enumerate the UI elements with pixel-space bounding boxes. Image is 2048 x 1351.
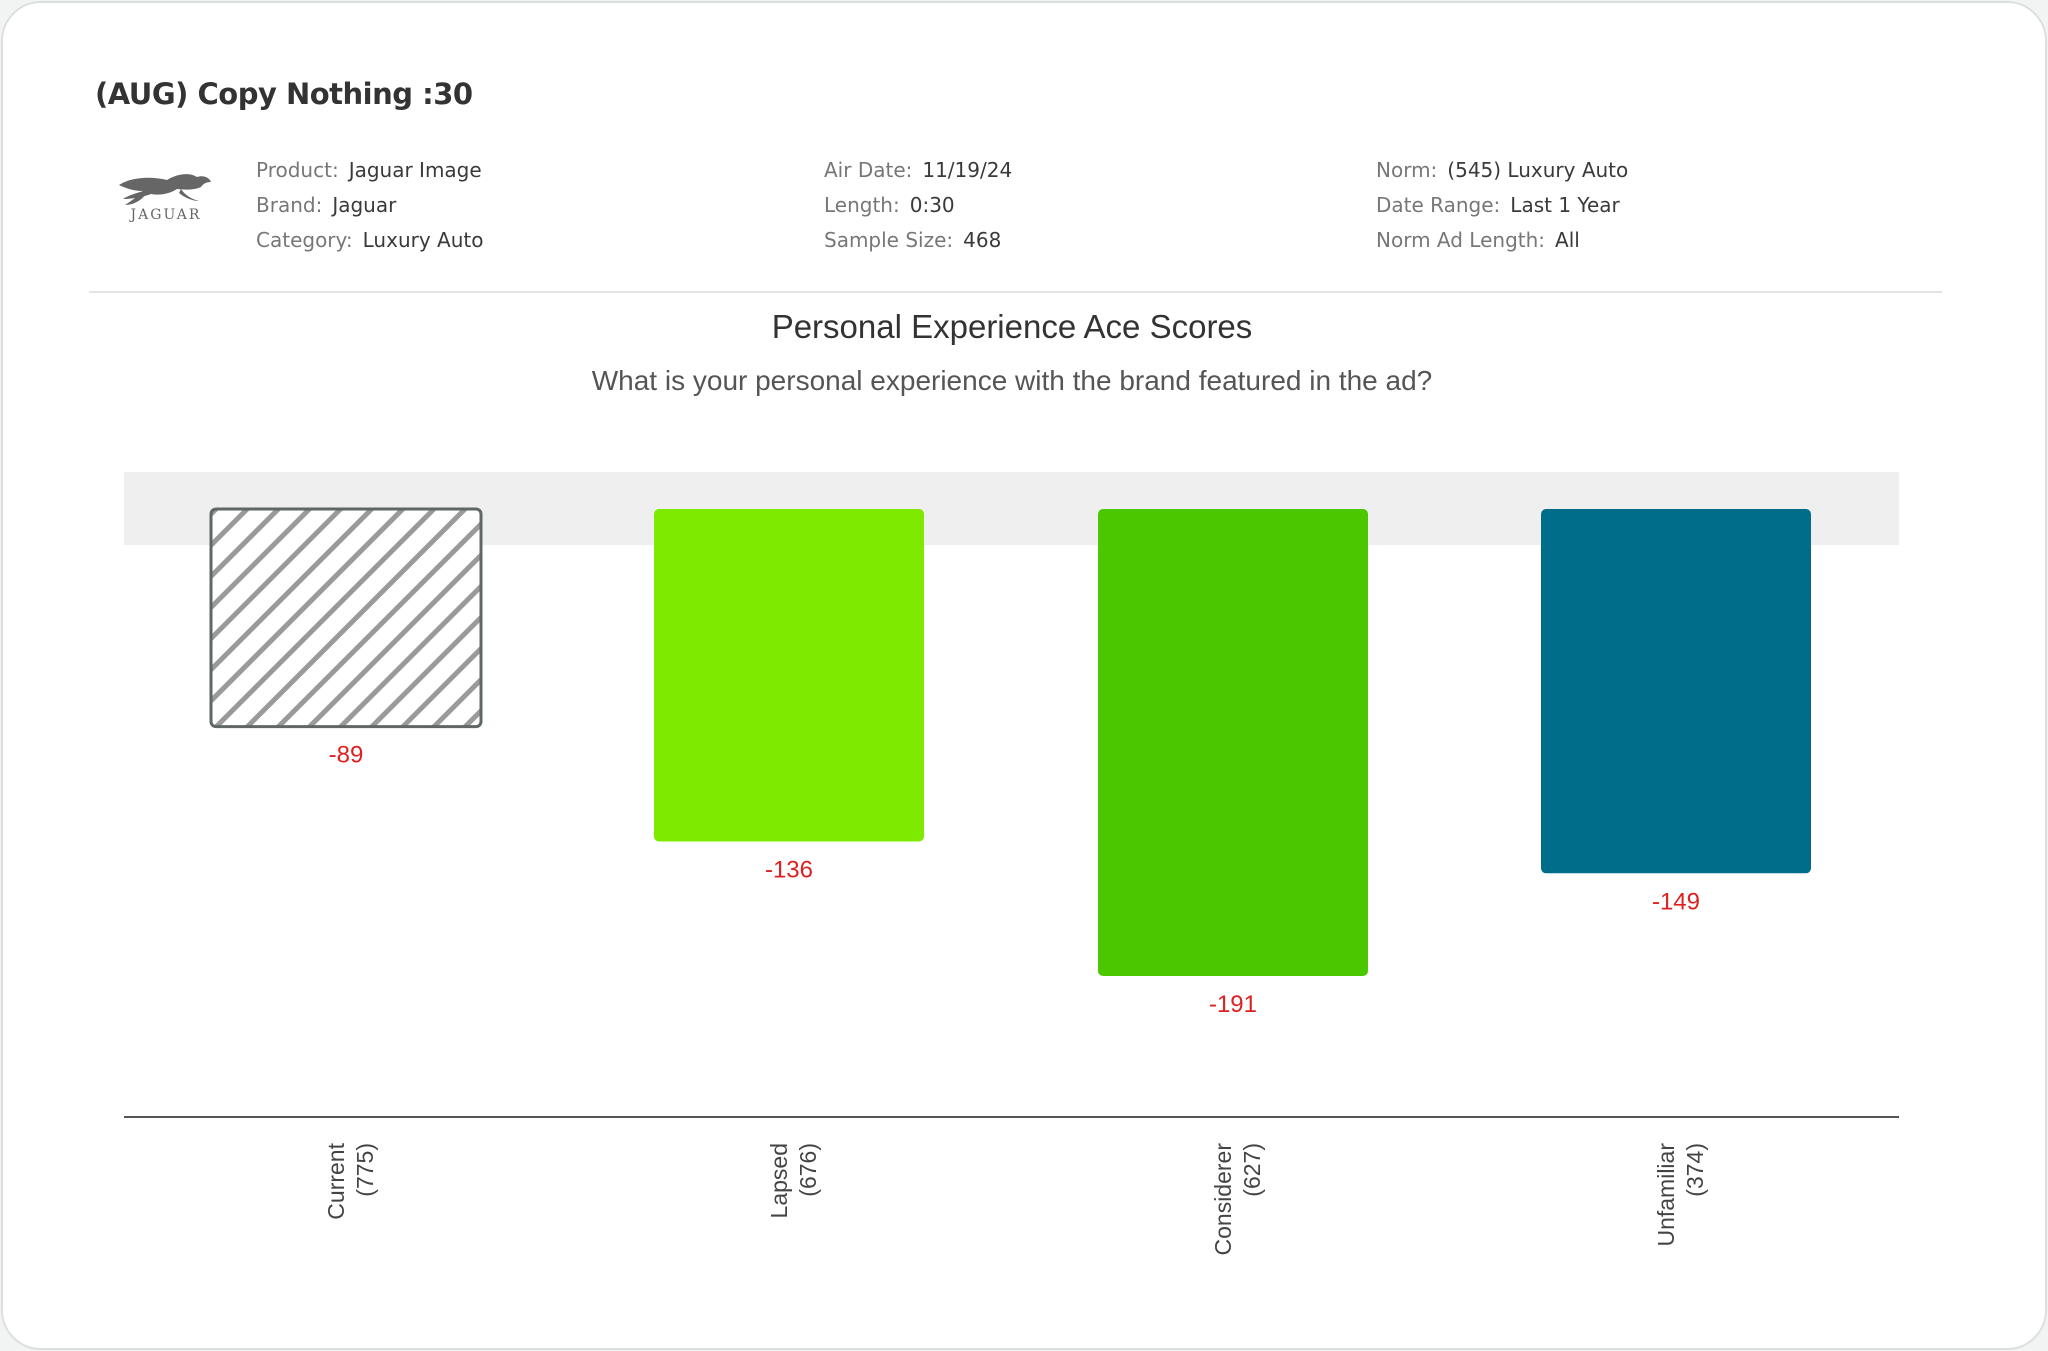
meta-sample-size: Sample Size: 468 xyxy=(824,228,1002,252)
data-label-unfamiliar: -149 xyxy=(1652,888,1700,915)
data-label-lapsed: -136 xyxy=(765,857,813,884)
meta-air-date: Air Date: 11/19/24 xyxy=(824,158,1013,182)
meta-product: Product: Jaguar Image xyxy=(256,158,482,182)
meta-column-norm: Norm: (545) Luxury Auto Date Range: Last 1… xyxy=(1376,153,1628,258)
category-label-lapsed: Lapsed (676) xyxy=(766,1143,821,1218)
meta-column-product: Product: Jaguar Image Brand: Jaguar Catego… xyxy=(256,153,483,258)
bar-lapsed xyxy=(654,509,924,842)
ad-title: (AUG) Copy Nothing :30 xyxy=(95,77,473,111)
logo-wordmark: JAGUAR xyxy=(129,207,202,223)
meta-date-range: Date Range: Last 1 Year xyxy=(1376,193,1620,217)
category-label-current: Current (775) xyxy=(323,1142,378,1219)
data-label-considerer: -191 xyxy=(1209,991,1257,1018)
meta-category: Category: Luxury Auto xyxy=(256,228,484,252)
header-divider xyxy=(89,291,1942,293)
bar-considerer xyxy=(1098,509,1368,976)
data-label-current: -89 xyxy=(329,742,364,769)
bar-chart: -89 Current (775) -136 Lapsed (676) -191 Consid… xyxy=(124,472,1899,1256)
bar-unfamiliar xyxy=(1541,509,1811,874)
meta-length: Length: 0:30 xyxy=(824,193,955,217)
chart-subtitle: What is your personal experience with th… xyxy=(591,365,1433,396)
meta-brand: Brand: Jaguar xyxy=(256,193,397,217)
category-label-unfamiliar: Unfamiliar (374) xyxy=(1653,1143,1708,1247)
meta-column-air: Air Date: 11/19/24 Length: 0:30 Sample Siz… xyxy=(824,153,1012,258)
meta-norm: Norm: (545) Luxury Auto xyxy=(1376,158,1629,182)
bar-current xyxy=(209,507,483,729)
meta-norm-ad-length: Norm Ad Length: All xyxy=(1376,228,1580,252)
leaper-icon xyxy=(119,174,211,205)
category-label-considerer: Considerer (627) xyxy=(1210,1143,1265,1256)
chart-title: Personal Experience Ace Scores xyxy=(771,308,1253,345)
jaguar-logo: JAGUAR xyxy=(119,174,211,223)
